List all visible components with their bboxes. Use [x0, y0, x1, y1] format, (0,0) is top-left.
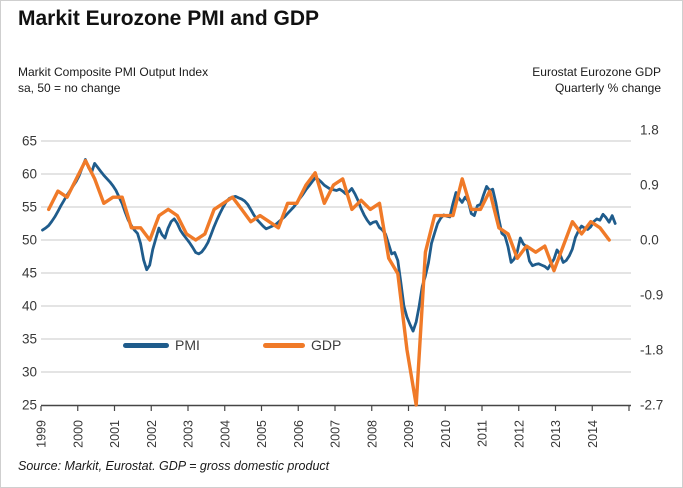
- gdp-line: [47, 158, 611, 407]
- left-axis-tick-label: 50: [22, 233, 37, 248]
- pmi-legend-swatch: [123, 342, 169, 348]
- left-axis-tick-label: 35: [22, 332, 37, 347]
- left-axis-caption-line2: sa, 50 = no change: [18, 81, 121, 95]
- right-axis-tick-label: 1.8: [640, 123, 659, 138]
- chart-title: Markit Eurozone PMI and GDP: [18, 7, 320, 30]
- x-tick-label: 2003: [182, 420, 196, 448]
- right-axis-tick-label: -1.8: [640, 342, 663, 357]
- pmi-line: [41, 158, 617, 333]
- x-tick-label: 2011: [476, 420, 490, 447]
- right-axis-caption-line1: Eurostat Eurozone GDP: [532, 65, 661, 79]
- left-axis-caption-line1: Markit Composite PMI Output Index: [18, 65, 209, 79]
- x-tick-label: 2000: [71, 420, 85, 448]
- x-tick-label: 2004: [218, 420, 232, 448]
- right-axis-caption-line2: Quarterly % change: [554, 81, 661, 95]
- left-axis-caption: Markit Composite PMI Output Index sa, 50…: [18, 64, 208, 96]
- legend-item-gdp: GDP: [263, 337, 341, 353]
- x-tick-label: 1999: [35, 420, 49, 448]
- x-tick-label: 2002: [145, 420, 159, 448]
- right-axis-tick-label: 0.9: [640, 178, 659, 193]
- x-tick-label: 2009: [402, 420, 416, 448]
- left-axis-tick-label: 65: [22, 134, 37, 149]
- left-axis-tick-label: 25: [22, 398, 37, 413]
- left-axis-tick-label: 40: [22, 299, 37, 314]
- left-axis-tick-label: 55: [22, 200, 37, 215]
- x-tick-label: 2014: [586, 420, 600, 448]
- x-tick-label: 2006: [292, 420, 306, 448]
- pmi-legend-label: PMI: [175, 337, 200, 353]
- gdp-legend-swatch: [263, 342, 305, 348]
- x-tick-label: 2008: [365, 420, 379, 448]
- x-tick-label: 2001: [108, 420, 122, 448]
- gdp-legend-label: GDP: [311, 337, 342, 353]
- x-tick-label: 2005: [255, 420, 269, 448]
- x-tick-label: 2007: [329, 420, 343, 448]
- x-tick-label: 2012: [512, 420, 526, 448]
- left-axis-tick-label: 60: [22, 167, 37, 182]
- right-axis-tick-label: -0.9: [640, 287, 663, 302]
- source-note: Source: Markit, Eurostat. GDP = gross do…: [18, 459, 330, 473]
- right-axis-tick-label: 0.0: [640, 233, 659, 248]
- legend-item-pmi: PMI: [123, 337, 200, 353]
- left-axis-tick-label: 30: [22, 365, 37, 380]
- left-axis-tick-label: 45: [22, 266, 37, 281]
- right-axis-tick-label: -2.7: [640, 397, 663, 412]
- right-axis-caption: Eurostat Eurozone GDP Quarterly % change: [532, 64, 661, 96]
- x-tick-label: 2010: [439, 420, 453, 448]
- x-tick-label: 2013: [549, 420, 563, 448]
